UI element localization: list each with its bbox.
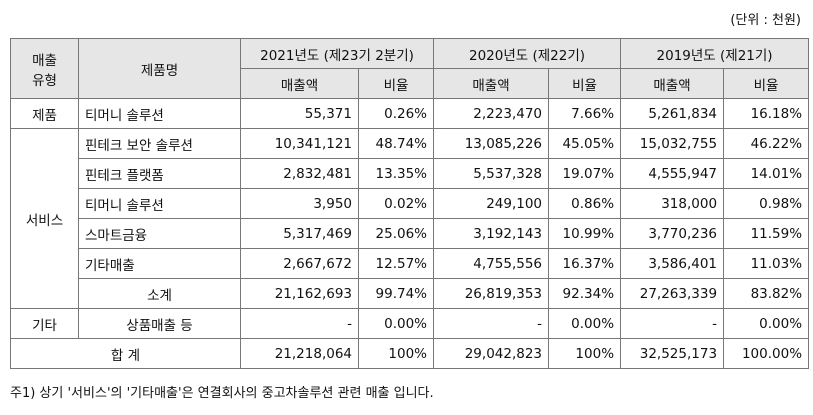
value-cell: 2,667,672 <box>240 248 359 279</box>
value-cell: 16.18% <box>723 98 810 129</box>
value-cell: 13,085,226 <box>433 128 550 159</box>
column-header: 비율 <box>357 68 435 99</box>
value-cell: 45.05% <box>548 128 622 159</box>
value-cell: 10,341,121 <box>240 128 359 159</box>
sales-type: 서비스 <box>10 128 79 309</box>
value-cell: 4,555,947 <box>620 158 725 189</box>
footnote: 주1) 상기 '서비스'의 '기타매출'은 연결회사의 중고차솔루션 관련 매출… <box>10 386 434 401</box>
value-cell: 99.74% <box>357 278 435 309</box>
column-header: 매출액 <box>433 68 550 99</box>
unit-note: (단위 : 천원) <box>730 13 801 28</box>
value-cell: 92.34% <box>548 278 622 309</box>
value-cell: 7.66% <box>548 98 622 129</box>
value-cell: - <box>620 308 725 339</box>
header-row: 매출 유형 제품명 2021년도 (제23기 2분기) 2020년도 (제22기) 201… <box>10 38 810 99</box>
year-header: 2021년도 (제23기 2분기) <box>239 38 435 69</box>
value-cell: 3,770,236 <box>620 218 725 249</box>
data-row: 티머니 솔루션 3,950 0.02% 249,100 0.86% 318,000 0.98… <box>11 188 810 219</box>
value-cell: 14.01% <box>723 158 810 189</box>
product-name: 핀테크 보안 솔루션 <box>78 128 241 159</box>
value-cell: 0.26% <box>357 98 435 129</box>
product-name: 스마트금융 <box>78 218 241 249</box>
value-cell: 15,032,755 <box>620 128 725 159</box>
data-row: 서비스 핀테크 보안 솔루션 10,341,121 48.74% 13,085,226 4… <box>10 128 810 309</box>
total-value: 32,525,173 <box>620 338 725 369</box>
total-value: 100% <box>357 338 435 369</box>
data-row: 핀테크 플랫폼 2,832,481 13.35% 5,537,328 19.07% 4,5… <box>11 158 810 189</box>
data-row: 제품 티머니 솔루션 55,371 0.26% 2,223,470 7.66% 5,261,… <box>10 98 810 129</box>
product-name: 상품매출 등 <box>78 308 241 339</box>
product-name: 소계 <box>78 278 241 309</box>
data-row: 소계 21,162,693 99.74% 26,819,353 92.34% 27,263… <box>11 278 810 309</box>
value-cell: 249,100 <box>433 188 550 219</box>
value-cell: 2,832,481 <box>240 158 359 189</box>
value-cell: 13.35% <box>357 158 435 189</box>
value-cell: 2,223,470 <box>433 98 550 129</box>
value-cell: 0.98% <box>723 188 810 219</box>
value-cell: - <box>433 308 550 339</box>
value-cell: 0.00% <box>723 308 810 339</box>
column-header: 매출액 <box>620 68 725 99</box>
product-name: 티머니 솔루션 <box>78 188 241 219</box>
value-cell: 46.22% <box>723 128 810 159</box>
value-cell: 3,192,143 <box>433 218 550 249</box>
product-name: 티머니 솔루션 <box>78 98 241 129</box>
value-cell: 0.00% <box>548 308 622 339</box>
type-header-line: 매출 <box>32 52 57 69</box>
column-header: 매출액 <box>240 68 359 99</box>
column-header: 비율 <box>723 68 810 99</box>
value-cell: 0.00% <box>357 308 435 339</box>
value-cell: 5,261,834 <box>620 98 725 129</box>
value-cell: 16.37% <box>548 248 622 279</box>
year-header: 2019년도 (제21기) <box>620 38 810 69</box>
sales-table: 매출 유형 제품명 2021년도 (제23기 2분기) 2020년도 (제22기) 201… <box>10 38 810 369</box>
value-cell: 4,755,556 <box>433 248 550 279</box>
column-header: 비율 <box>548 68 622 99</box>
total-value: 100% <box>548 338 622 369</box>
product-name: 기타매출 <box>78 248 241 279</box>
sales-type: 제품 <box>10 98 79 129</box>
data-row: 기타매출 2,667,672 12.57% 4,755,556 16.37% 3,586,… <box>11 248 810 279</box>
sales-type: 기타 <box>10 308 79 339</box>
year-header: 2020년도 (제22기) <box>433 38 622 69</box>
value-cell: 55,371 <box>240 98 359 129</box>
value-cell: 27,263,339 <box>620 278 725 309</box>
value-cell: 25.06% <box>357 218 435 249</box>
type-header-line: 유형 <box>32 72 57 89</box>
total-value: 29,042,823 <box>433 338 550 369</box>
value-cell: 0.86% <box>548 188 622 219</box>
value-cell: 19.07% <box>548 158 622 189</box>
data-row: 기타 상품매출 등 -0.00% -0.00% -0.00% <box>10 308 810 339</box>
value-cell: 3,950 <box>240 188 359 219</box>
header-row: 매출액 비율 매출액 비율 매출액 비율 <box>11 68 810 99</box>
value-cell: 5,317,469 <box>240 218 359 249</box>
value-cell: 26,819,353 <box>433 278 550 309</box>
value-cell: 318,000 <box>620 188 725 219</box>
product-name: 핀테크 플랫폼 <box>78 158 241 189</box>
total-row: 합 계 21,218,064 100% 29,042,823 100% 32,525,17… <box>10 338 810 369</box>
value-cell: 0.02% <box>357 188 435 219</box>
value-cell: 5,537,328 <box>433 158 550 189</box>
total-value: 21,218,064 <box>240 338 359 369</box>
value-cell: 83.82% <box>723 278 810 309</box>
value-cell: 11.59% <box>723 218 810 249</box>
total-value: 100.00% <box>723 338 810 369</box>
value-cell: - <box>240 308 359 339</box>
value-cell: 21,162,693 <box>240 278 359 309</box>
total-label: 합 계 <box>10 338 241 369</box>
value-cell: 48.74% <box>357 128 435 159</box>
value-cell: 12.57% <box>357 248 435 279</box>
product-header: 제품명 <box>78 38 241 99</box>
value-cell: 10.99% <box>548 218 622 249</box>
value-cell: 11.03% <box>723 248 810 279</box>
value-cell: 3,586,401 <box>620 248 725 279</box>
data-row: 스마트금융 5,317,469 25.06% 3,192,143 10.99% 3,770… <box>11 218 810 249</box>
